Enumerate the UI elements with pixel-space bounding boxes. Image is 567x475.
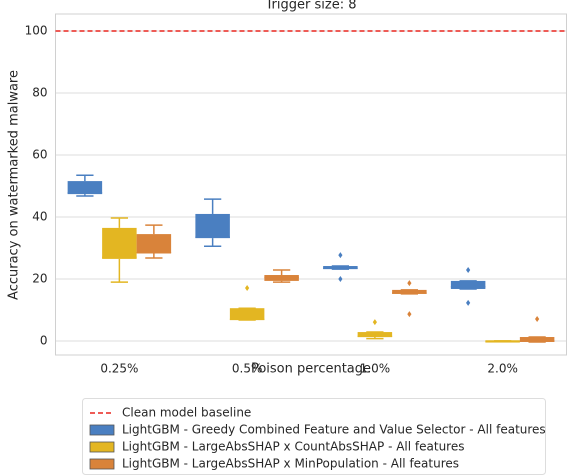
- box: [392, 289, 427, 294]
- plot-frame: [55, 13, 567, 356]
- flier: [466, 299, 471, 306]
- y-tick-label: 0: [40, 334, 48, 348]
- legend-swatch: [89, 458, 115, 470]
- box: [136, 234, 172, 254]
- box: [357, 332, 393, 338]
- x-tick-label: 1.0%: [360, 362, 391, 376]
- x-tick-label: 0.25%: [100, 362, 138, 376]
- x-tick-label: 0.5%: [232, 362, 263, 376]
- legend-label: Clean model baseline: [122, 406, 251, 420]
- legend-swatch: [89, 441, 115, 453]
- legend-label: LightGBM - LargeAbsSHAP x MinPopulation …: [122, 457, 459, 471]
- y-axis-label: Accuracy on watermarked malware: [7, 70, 22, 300]
- box: [102, 227, 137, 259]
- flier: [372, 319, 377, 326]
- flier: [466, 267, 471, 274]
- y-tick-label: 100: [25, 24, 48, 38]
- box: [450, 280, 486, 289]
- flier: [338, 276, 343, 283]
- box: [195, 213, 230, 239]
- x-tick-label: 2.0%: [487, 362, 518, 376]
- legend-label: LightGBM - LargeAbsSHAP x CountAbsSHAP -…: [122, 440, 464, 454]
- y-tick-label: 60: [32, 148, 47, 162]
- flier: [535, 316, 540, 323]
- legend-label: LightGBM - Greedy Combined Feature and V…: [122, 423, 546, 437]
- box: [519, 337, 555, 342]
- y-tick-label: 80: [32, 86, 47, 100]
- flier: [407, 311, 412, 318]
- legend-swatch: [89, 424, 115, 436]
- flier: [245, 285, 250, 292]
- flier: [407, 280, 412, 287]
- x-axis-label: Poison percentage: [251, 362, 371, 377]
- box: [67, 181, 103, 195]
- chart-title: Trigger size: 8: [265, 0, 357, 13]
- y-tick-label: 20: [32, 272, 47, 286]
- box: [229, 308, 265, 320]
- flier: [338, 252, 343, 259]
- y-tick-label: 40: [32, 210, 47, 224]
